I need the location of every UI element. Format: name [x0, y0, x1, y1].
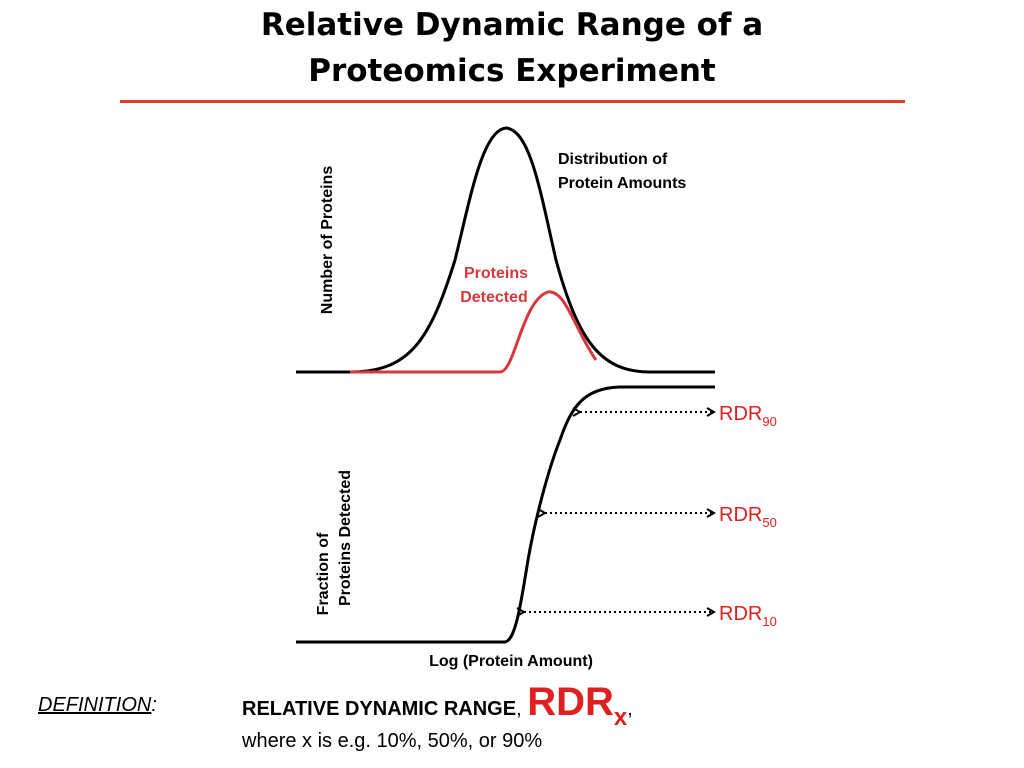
detected-curve	[350, 290, 598, 374]
rdr90-text: RDR	[719, 403, 762, 425]
definition-block: DEFINITION: RELATIVE DYNAMIC RANGE, RDRx…	[38, 680, 998, 760]
rdr90-label: RDR90	[719, 403, 777, 429]
dynamic-range-diagram: Number of Proteins Distribution of Prote…	[296, 126, 777, 670]
title-underline-rule	[120, 100, 905, 103]
definition-where: where x is e.g. 10%, 50%, or 90%	[242, 730, 543, 752]
slide-title: Relative Dynamic Range of a Proteomics E…	[0, 2, 1024, 94]
top-ylabel: Number of Proteins	[319, 166, 336, 315]
rdr50-sub: 50	[762, 515, 776, 530]
rdr10-sub: 10	[762, 614, 776, 629]
definition-term: RELATIVE DYNAMIC RANGE	[242, 698, 517, 720]
definition-label: DEFINITION:	[38, 694, 157, 717]
definition-symbol: RDR	[527, 680, 614, 724]
definition-symbol-sub: x	[613, 704, 628, 731]
bottom-xlabel: Log (Protein Amount)	[429, 653, 593, 670]
rdr10-text: RDR	[719, 603, 762, 625]
rdr50-label: RDR50	[719, 504, 777, 530]
bottom-ylabel-2: Proteins Detected	[337, 470, 354, 606]
distribution-curve	[296, 126, 715, 374]
distribution-label-1: Distribution of	[558, 151, 668, 168]
rdr50-text: RDR	[719, 504, 762, 526]
title-line-1: Relative Dynamic Range of a	[260, 7, 764, 43]
detected-label-2: Detected	[460, 289, 528, 306]
fraction-detected-curve	[296, 385, 715, 644]
definition-comma: ,	[516, 698, 528, 720]
distribution-label-2: Protein Amounts	[558, 175, 686, 192]
bottom-ylabel-1: Fraction of	[315, 532, 332, 615]
detected-label-1: Proteins	[464, 265, 528, 282]
rdr90-sub: 90	[762, 414, 776, 429]
definition-term-line: RELATIVE DYNAMIC RANGE, RDRx,	[242, 680, 633, 731]
definition-label-text: DEFINITION	[38, 694, 152, 716]
definition-colon: :	[151, 694, 157, 716]
title-line-2: Proteomics Experiment	[308, 53, 716, 89]
definition-trailing: ,	[627, 698, 633, 720]
rdr10-label: RDR10	[719, 603, 777, 629]
